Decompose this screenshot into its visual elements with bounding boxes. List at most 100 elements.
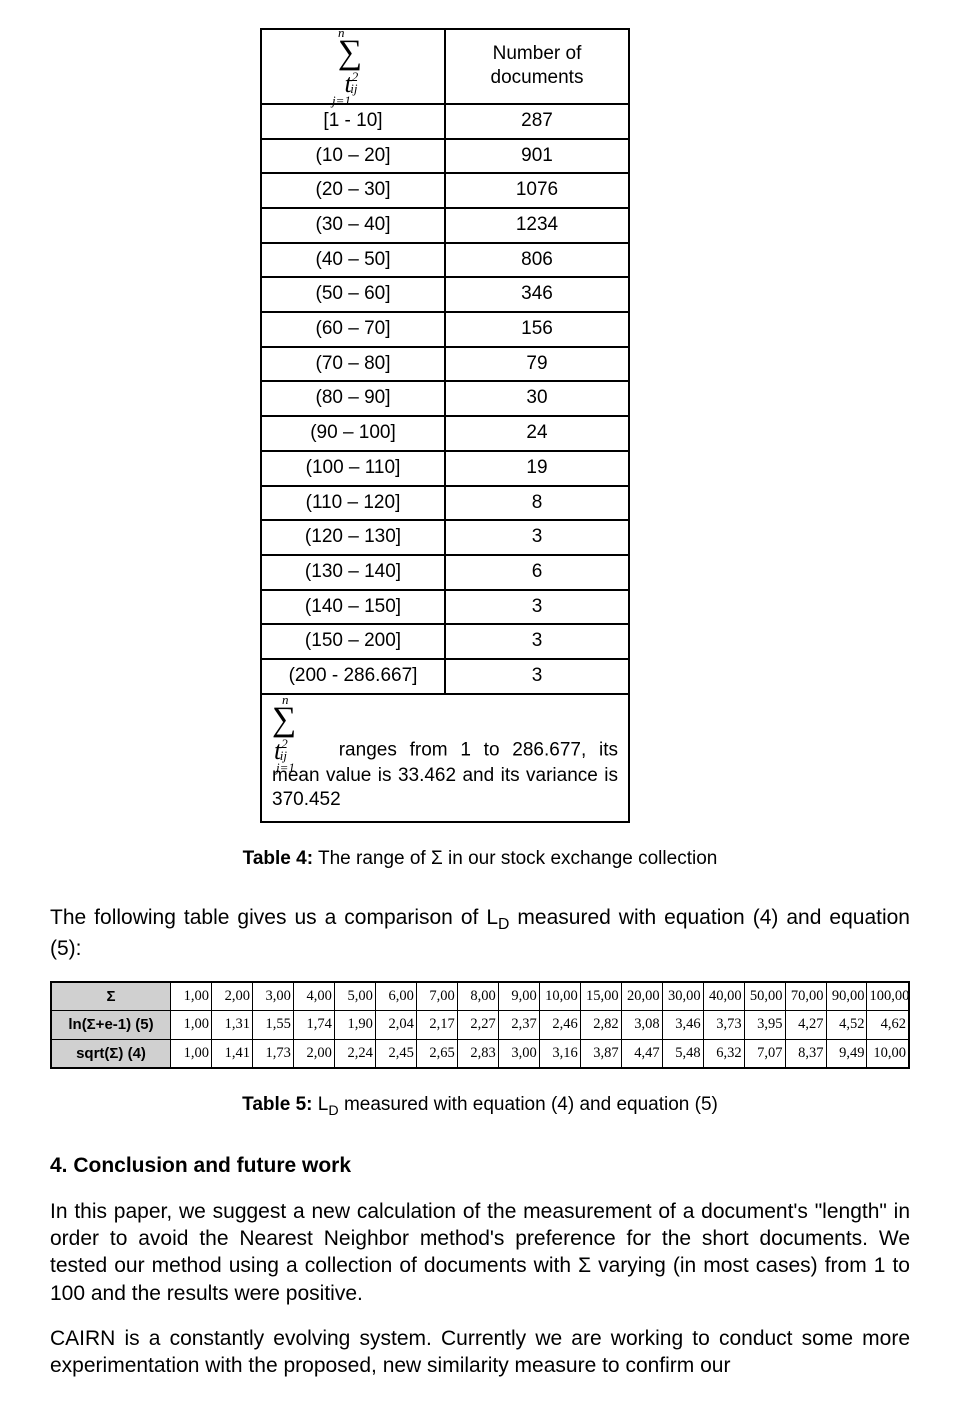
t5-cell: 4,62 bbox=[867, 1011, 908, 1040]
t5-cell: 1,00 bbox=[171, 1011, 212, 1040]
t4-count: 79 bbox=[445, 347, 629, 382]
t4-count: 346 bbox=[445, 277, 629, 312]
t4-range: (100 – 110] bbox=[261, 451, 445, 486]
t4-count: 806 bbox=[445, 243, 629, 278]
t5-cell: 2,45 bbox=[375, 1039, 416, 1067]
t4-range: (120 – 130] bbox=[261, 520, 445, 555]
caption4-text: The range of Σ in our stock exchange col… bbox=[313, 848, 717, 869]
t5-cell: 6,00 bbox=[375, 983, 416, 1011]
t5-cell: 15,00 bbox=[580, 983, 621, 1011]
t5-cell: 1,31 bbox=[211, 1011, 252, 1040]
t5-cell: 2,04 bbox=[375, 1011, 416, 1040]
sum-n: n bbox=[338, 26, 345, 39]
intro-paragraph: The following table gives us a compariso… bbox=[50, 904, 910, 963]
t5-cell: 5,00 bbox=[334, 983, 375, 1011]
sum-sub: ij bbox=[350, 81, 357, 96]
t4-range: (40 – 50] bbox=[261, 243, 445, 278]
t5-cell: 2,00 bbox=[211, 983, 252, 1011]
t4-range: (90 – 100] bbox=[261, 416, 445, 451]
t4-header-formula: n ∑ j=1 t2ij bbox=[261, 29, 445, 104]
t4-count: 30 bbox=[445, 381, 629, 416]
t5-cell: 2,83 bbox=[457, 1039, 498, 1067]
t5-cell: 7,07 bbox=[744, 1039, 785, 1067]
t5-cell: 2,82 bbox=[580, 1011, 621, 1040]
t5-rowlabel-ln: ln(Σ+e-1) (5) bbox=[52, 1011, 171, 1040]
t5-cell: 6,32 bbox=[703, 1039, 744, 1067]
t4-range: (130 – 140] bbox=[261, 555, 445, 590]
t5-cell: 30,00 bbox=[662, 983, 703, 1011]
caption4-bold: Table 4: bbox=[243, 848, 313, 869]
t4-count: 3 bbox=[445, 590, 629, 625]
t4-range: (200 - 286.667] bbox=[261, 659, 445, 694]
t4-range: (60 – 70] bbox=[261, 312, 445, 347]
table-5: Σ1,002,003,004,005,006,007,008,009,0010,… bbox=[50, 981, 910, 1070]
t5-cell: 3,87 bbox=[580, 1039, 621, 1067]
t5-cell: 90,00 bbox=[826, 983, 867, 1011]
t4-count: 8 bbox=[445, 486, 629, 521]
t4-count: 19 bbox=[445, 451, 629, 486]
t5-cell: 1,74 bbox=[293, 1011, 334, 1040]
sum-formula-icon: n ∑ j=1 t2ij bbox=[272, 703, 322, 764]
t5-cell: 2,17 bbox=[416, 1011, 457, 1040]
t4-range: (140 – 150] bbox=[261, 590, 445, 625]
t5-cell: 9,00 bbox=[498, 983, 539, 1011]
t5-cell: 4,00 bbox=[293, 983, 334, 1011]
t4-header-right: Number of documents bbox=[445, 29, 629, 104]
section-heading: 4. Conclusion and future work bbox=[50, 1152, 910, 1179]
t5-cell: 40,00 bbox=[703, 983, 744, 1011]
t4-footer: n ∑ j=1 t2ij ranges from 1 to 286.677, i… bbox=[261, 694, 629, 822]
conclusion-para-2: CAIRN is a constantly evolving system. C… bbox=[50, 1325, 910, 1380]
t5-cell: 20,00 bbox=[621, 983, 662, 1011]
t4-count: 3 bbox=[445, 659, 629, 694]
sigma-icon: ∑ bbox=[338, 36, 362, 70]
t4-count: 901 bbox=[445, 139, 629, 174]
t5-cell: 3,00 bbox=[498, 1039, 539, 1067]
t5-cell: 1,90 bbox=[334, 1011, 375, 1040]
t5-cell: 100,00 bbox=[867, 983, 908, 1011]
t5-cell: 50,00 bbox=[744, 983, 785, 1011]
t5-cell: 2,24 bbox=[334, 1039, 375, 1067]
t4-count: 1076 bbox=[445, 173, 629, 208]
t5-cell: 4,47 bbox=[621, 1039, 662, 1067]
t4-footer-text: ranges from 1 to 286.677, its mean value… bbox=[272, 739, 618, 810]
t4-range: (80 – 90] bbox=[261, 381, 445, 416]
sum-formula-icon: n ∑ j=1 t2ij bbox=[328, 36, 378, 97]
t5-cell: 3,46 bbox=[662, 1011, 703, 1040]
caption5-bold: Table 5: bbox=[242, 1094, 312, 1115]
t4-count: 24 bbox=[445, 416, 629, 451]
t5-cell: 1,00 bbox=[171, 1039, 212, 1067]
table-4: n ∑ j=1 t2ij Number of documents [1 - 10… bbox=[260, 28, 630, 823]
t5-cell: 1,55 bbox=[252, 1011, 293, 1040]
t5-cell: 10,00 bbox=[539, 983, 580, 1011]
conclusion-para-1: In this paper, we suggest a new calculat… bbox=[50, 1198, 910, 1307]
table5-caption: Table 5: LD measured with equation (4) a… bbox=[50, 1093, 910, 1120]
t5-cell: 2,46 bbox=[539, 1011, 580, 1040]
t4-range: (20 – 30] bbox=[261, 173, 445, 208]
t4-count: 287 bbox=[445, 104, 629, 139]
t5-cell: 1,00 bbox=[171, 983, 212, 1011]
t4-range: (10 – 20] bbox=[261, 139, 445, 174]
t4-range: [1 - 10] bbox=[261, 104, 445, 139]
t5-cell: 4,27 bbox=[785, 1011, 826, 1040]
t4-count: 1234 bbox=[445, 208, 629, 243]
t5-rowlabel-sqrt: sqrt(Σ) (4) bbox=[52, 1039, 171, 1067]
t5-cell: 8,00 bbox=[457, 983, 498, 1011]
t5-cell: 3,73 bbox=[703, 1011, 744, 1040]
t4-range: (110 – 120] bbox=[261, 486, 445, 521]
t5-rowlabel-sigma: Σ bbox=[52, 983, 171, 1011]
t5-cell: 2,00 bbox=[293, 1039, 334, 1067]
t4-range: (70 – 80] bbox=[261, 347, 445, 382]
t4-count: 156 bbox=[445, 312, 629, 347]
t5-cell: 5,48 bbox=[662, 1039, 703, 1067]
t5-cell: 3,00 bbox=[252, 983, 293, 1011]
table4-caption: Table 4: The range of Σ in our stock exc… bbox=[50, 847, 910, 872]
t5-cell: 10,00 bbox=[867, 1039, 908, 1067]
t4-range: (50 – 60] bbox=[261, 277, 445, 312]
t5-cell: 7,00 bbox=[416, 983, 457, 1011]
t4-count: 3 bbox=[445, 520, 629, 555]
t5-cell: 4,52 bbox=[826, 1011, 867, 1040]
t4-count: 3 bbox=[445, 624, 629, 659]
t4-range: (30 – 40] bbox=[261, 208, 445, 243]
t4-range: (150 – 200] bbox=[261, 624, 445, 659]
t5-cell: 3,16 bbox=[539, 1039, 580, 1067]
